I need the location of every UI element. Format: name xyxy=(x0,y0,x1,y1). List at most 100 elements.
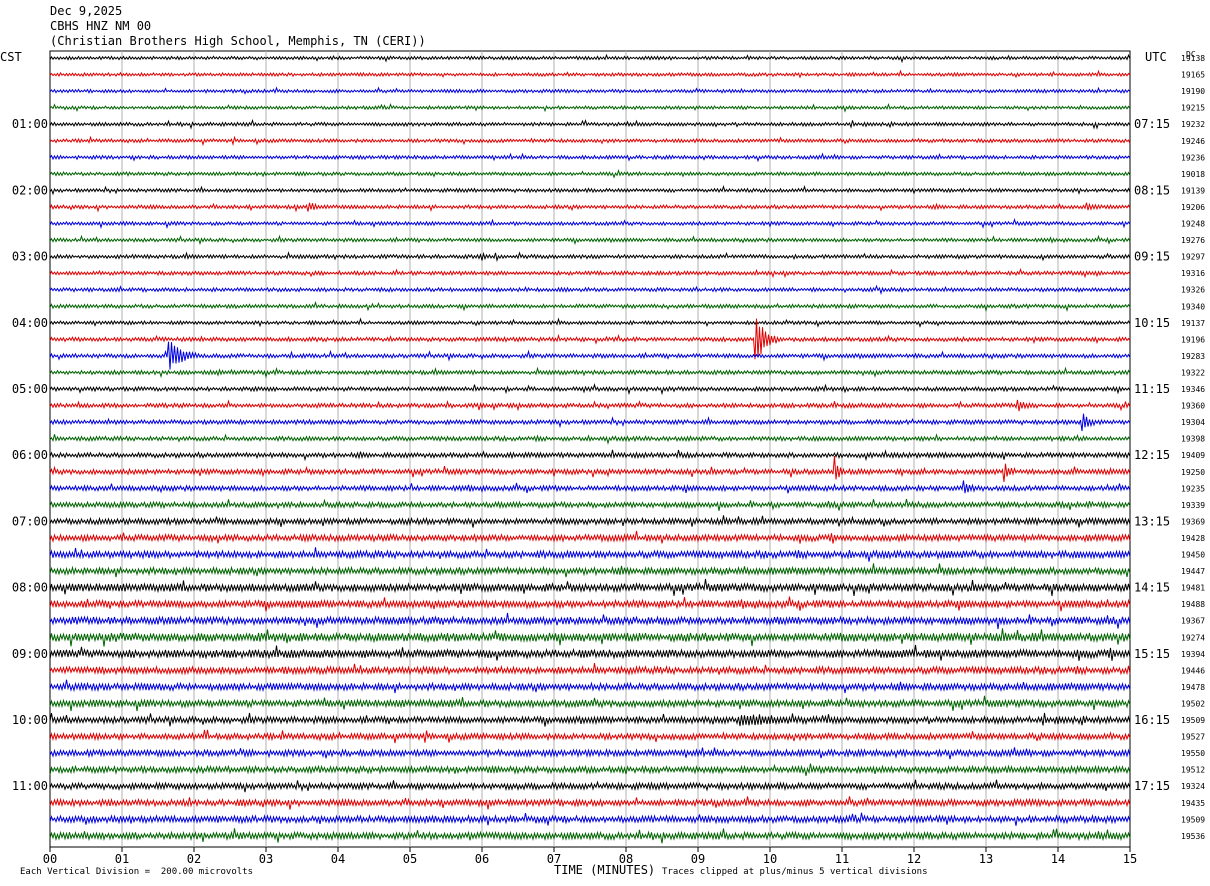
right-hour-label: 09:15 xyxy=(1134,250,1170,264)
seismic-trace xyxy=(49,729,1131,744)
dc-value-label: 19446 xyxy=(1181,666,1205,675)
seismic-trace xyxy=(49,433,1131,446)
dc-value-label: 19137 xyxy=(1181,319,1205,328)
left-hour-label: 05:00 xyxy=(12,382,48,396)
seismic-trace xyxy=(49,53,1131,64)
dc-value-label: 19138 xyxy=(1181,54,1205,63)
dc-value-label: 19346 xyxy=(1181,385,1205,394)
scale-note: Each Vertical Division = 200.00 microvol… xyxy=(20,867,253,877)
left-hour-label: 11:00 xyxy=(12,779,48,793)
dc-value-label: 19139 xyxy=(1181,186,1205,195)
dc-value-label: 19409 xyxy=(1181,451,1205,460)
left-hour-label: 09:00 xyxy=(12,647,48,661)
dc-value-label: 19512 xyxy=(1181,766,1205,775)
header-station: CBHS HNZ NM 00 xyxy=(50,19,152,33)
seismic-trace xyxy=(49,812,1131,826)
seismic-trace xyxy=(49,118,1131,130)
left-hour-label: 08:00 xyxy=(12,581,48,595)
seismic-trace xyxy=(49,318,1131,360)
dc-value-label: 19326 xyxy=(1181,286,1205,295)
x-tick-label: 07 xyxy=(547,852,561,866)
dc-value-label: 19550 xyxy=(1181,749,1205,758)
seismic-trace xyxy=(49,341,1131,370)
right-hour-label: 14:15 xyxy=(1134,581,1170,595)
seismic-trace xyxy=(49,69,1131,79)
seismic-trace xyxy=(49,679,1131,694)
x-tick-label: 11 xyxy=(835,852,849,866)
left-hour-label: 10:00 xyxy=(12,713,48,727)
dc-value-label: 19447 xyxy=(1181,567,1205,576)
seismic-trace xyxy=(49,763,1131,776)
dc-value-label: 19297 xyxy=(1181,253,1205,262)
seismic-trace xyxy=(49,547,1131,562)
seismic-trace xyxy=(49,644,1131,661)
seismic-trace xyxy=(49,612,1131,630)
seismic-trace xyxy=(49,695,1131,712)
dc-value-label: 19394 xyxy=(1181,650,1205,659)
left-timezone-label: CST xyxy=(0,50,22,64)
seismic-trace xyxy=(49,779,1131,793)
seismic-trace xyxy=(49,413,1131,432)
dc-value-label: 19316 xyxy=(1181,269,1205,278)
dc-value-label: 19248 xyxy=(1181,220,1205,229)
seismic-trace xyxy=(49,455,1131,482)
seismic-trace xyxy=(49,234,1131,246)
seismic-trace xyxy=(49,399,1131,412)
seismic-trace xyxy=(49,578,1131,597)
x-tick-label: 08 xyxy=(619,852,633,866)
dc-value-label: 19235 xyxy=(1181,484,1205,493)
dc-value-label: 19536 xyxy=(1181,832,1205,841)
seismic-trace xyxy=(49,102,1131,113)
x-tick-label: 13 xyxy=(979,852,993,866)
seismic-trace xyxy=(49,267,1131,279)
seismic-trace xyxy=(49,712,1131,727)
seismic-trace xyxy=(49,86,1131,95)
seismic-trace xyxy=(49,530,1131,544)
x-tick-label: 06 xyxy=(475,852,489,866)
dc-value-label: 19276 xyxy=(1181,236,1205,245)
dc-value-label: 19206 xyxy=(1181,203,1205,212)
left-hour-label: 06:00 xyxy=(12,448,48,462)
right-hour-label: 10:15 xyxy=(1134,316,1170,330)
seismic-trace xyxy=(49,515,1131,528)
dc-value-label: 19196 xyxy=(1181,335,1205,344)
dc-value-label: 19018 xyxy=(1181,170,1205,179)
dc-column-label: DC xyxy=(1186,50,1196,59)
x-tick-label: 09 xyxy=(691,852,705,866)
dc-value-label: 19527 xyxy=(1181,733,1205,742)
left-hour-label: 01:00 xyxy=(12,117,48,131)
left-hour-label: 04:00 xyxy=(12,316,48,330)
seismic-trace xyxy=(49,202,1131,213)
header-location: (Christian Brothers High School, Memphis… xyxy=(50,34,426,48)
dc-value-label: 19165 xyxy=(1181,71,1205,80)
seismic-trace xyxy=(49,498,1131,511)
dc-value-label: 19502 xyxy=(1181,699,1205,708)
dc-value-label: 19367 xyxy=(1181,617,1205,626)
x-tick-label: 02 xyxy=(187,852,201,866)
dc-value-label: 19304 xyxy=(1181,418,1205,427)
seismic-trace xyxy=(49,796,1131,810)
dc-value-label: 19478 xyxy=(1181,683,1205,692)
dc-value-label: 19324 xyxy=(1181,782,1205,791)
dc-value-label: 19340 xyxy=(1181,302,1205,311)
dc-value-label: 19232 xyxy=(1181,120,1205,129)
dc-value-label: 19322 xyxy=(1181,368,1205,377)
x-tick-label: 03 xyxy=(259,852,273,866)
dc-value-label: 19339 xyxy=(1181,501,1205,510)
right-hour-label: 15:15 xyxy=(1134,647,1170,661)
right-hour-label: 07:15 xyxy=(1134,117,1170,131)
seismic-trace xyxy=(49,284,1131,295)
dc-value-label: 19481 xyxy=(1181,584,1205,593)
plot-frame xyxy=(49,50,1131,848)
seismic-trace xyxy=(49,168,1131,179)
seismic-trace xyxy=(49,218,1131,230)
right-hour-label: 13:15 xyxy=(1134,514,1170,528)
dc-value-label: 19360 xyxy=(1181,402,1205,411)
right-hour-label: 08:15 xyxy=(1134,183,1170,197)
right-timezone-label: UTC xyxy=(1145,50,1167,64)
dc-value-label: 19250 xyxy=(1181,468,1205,477)
left-hour-label: 07:00 xyxy=(12,514,48,528)
x-tick-label: 12 xyxy=(907,852,921,866)
seismic-trace xyxy=(49,366,1131,379)
